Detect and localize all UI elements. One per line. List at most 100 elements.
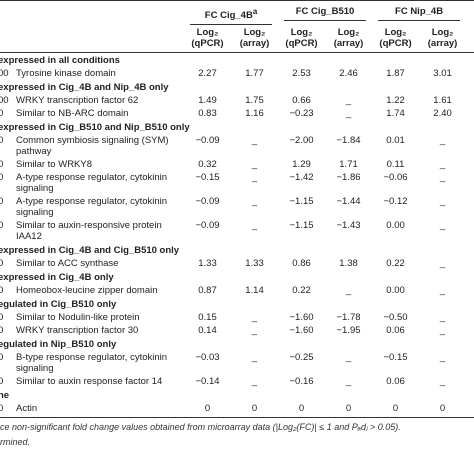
value-cell: _: [251, 220, 258, 232]
row-id: 0: [0, 312, 4, 324]
row-description: A-type response regulator, cytokinin sig…: [16, 196, 168, 219]
subheader: Log₂ (array): [419, 26, 467, 54]
row-id: 00: [0, 95, 9, 107]
row-description: A-type response regulator, cytokinin sig…: [16, 172, 168, 195]
value-cell: 1.36: [466, 94, 474, 107]
row-id: 0: [0, 196, 4, 208]
value-cell: −1.18: [466, 134, 474, 158]
header-cell: [0, 0, 14, 27]
data-row: 00 WRKY transcription factor 62 1.49 1.75 0.…: [0, 94, 474, 107]
value-cell: 1.14: [245, 285, 264, 297]
value-cell: 1.65: [466, 158, 474, 171]
section-title: expressed in Cig_4B and Cig_B510 only: [0, 245, 180, 257]
group-header: FC: [466, 0, 474, 27]
group-label-wrap: FC Nip_4B: [378, 6, 461, 21]
subheader-line: (array): [427, 38, 458, 50]
value-cell: 1.74: [386, 108, 405, 120]
value-cell: 0: [466, 402, 474, 419]
value-cell: −2.00: [289, 135, 314, 147]
value-cell: 0.00: [386, 285, 405, 297]
row-id: 0: [0, 325, 4, 337]
row-description: Similar to auxin response factor 14: [16, 376, 163, 388]
value-cell: 0: [325, 402, 373, 419]
value-cell: −0.09: [195, 135, 220, 147]
value-cell: _: [439, 285, 446, 297]
subheader: Log₂ (qPCR): [372, 26, 420, 54]
value-cell: −0.23: [289, 108, 314, 120]
data-row: 0 Similar to NB-ARC domain 0.83 1.16 −0.23 _ 1…: [0, 107, 474, 120]
footnote: ce non-significant fold change values ob…: [0, 422, 401, 433]
value-cell: _: [251, 376, 258, 388]
value-cell: −1.15: [289, 196, 314, 208]
value-cell: −0.09: [195, 196, 220, 208]
data-row: 0 Common symbiosis signaling (SYM) pathwa…: [0, 134, 474, 158]
data-row: 00 Tyrosine kinase domain 2.27 1.77 2.53 2.46…: [0, 67, 474, 80]
value-cell: 0.15: [198, 312, 217, 324]
section-row: egulated in Cig_B510 only: [0, 297, 474, 311]
value-cell: −1.15: [289, 220, 314, 232]
value-cell: 0.01: [386, 135, 405, 147]
row-id: 00: [0, 68, 9, 80]
value-cell: −1.78: [336, 312, 361, 324]
value-cell: −0.12: [383, 196, 408, 208]
subheader: Log₂ (qPCR): [184, 26, 231, 54]
data-row: 0 Homeobox-leucine zipper domain 0.87 1.14 0…: [0, 284, 474, 297]
value-cell: _: [251, 159, 258, 171]
value-cell: _: [345, 285, 352, 297]
subheader-line: (qPCR): [379, 38, 412, 50]
header-cell: [466, 26, 474, 54]
value-cell: nd: [466, 107, 474, 120]
value-cell: −0.14: [195, 376, 220, 388]
section-title: expressed in Cig_4B only: [0, 272, 114, 284]
value-cell: 2.53: [292, 68, 311, 80]
value-cell: 0.1: [466, 284, 474, 297]
value-cell: 0.22: [292, 285, 311, 297]
row-id: 0: [0, 220, 4, 232]
section-title: egulated in Cig_B510 only: [0, 299, 117, 311]
value-cell: 1.61: [433, 95, 452, 107]
value-cell: −1.95: [336, 325, 361, 337]
header-row: FC Cig_4Ba FC Cig_B510 FC Nip_4B FC: [0, 0, 474, 27]
row-description: B-type response regulator, cytokinin sig…: [16, 352, 168, 375]
value-cell: 0.83: [198, 108, 217, 120]
row-id: 0: [0, 352, 4, 364]
row-id: 0: [0, 108, 4, 120]
value-cell: _: [439, 196, 446, 208]
value-cell: 2.27: [198, 68, 217, 80]
value-cell: −0.03: [195, 352, 220, 364]
row-description: Tyrosine kinase domain: [16, 68, 116, 80]
data-row: 0 Similar to Nodulin-like protein 0.15 _ −1.…: [0, 311, 474, 324]
value-cell: −1.86: [336, 172, 361, 184]
value-cell: _: [345, 352, 352, 364]
row-description: Similar to WRKY8: [16, 159, 93, 171]
section-row: expressed in all conditions: [0, 53, 474, 68]
value-cell: 1.29: [292, 159, 311, 171]
section-title: ne: [0, 390, 10, 402]
value-cell: 1.33: [245, 258, 264, 270]
row-id: 0: [0, 376, 4, 388]
value-cell: _: [251, 352, 258, 364]
value-cell: 3.01: [433, 68, 452, 80]
data-row: 0 Similar to WRKY8 0.32 _ 1.29 1.71 0.11 _ 1.65: [0, 158, 474, 171]
value-cell: −1.43: [336, 220, 361, 232]
data-row: 0 A-type response regulator, cytokinin si…: [0, 171, 474, 195]
value-cell: −0.16: [289, 376, 314, 388]
header-cell: [14, 26, 184, 54]
section-row: egulated in Nip_B510 only: [0, 337, 474, 351]
value-cell: −0.06: [383, 172, 408, 184]
value-cell: −1.1: [466, 375, 474, 388]
value-cell: 1.75: [245, 95, 264, 107]
value-cell: _: [345, 376, 352, 388]
row-id: 0: [0, 159, 4, 171]
value-cell: −0.09: [195, 220, 220, 232]
subheader-line: Log₂: [337, 27, 360, 39]
row-description: Similar to NB-ARC domain: [16, 108, 129, 120]
value-cell: 0: [231, 402, 279, 419]
data-row: 0 Similar to ACC synthase 1.33 1.33 0.86 1.38…: [0, 257, 474, 270]
value-cell: _: [345, 95, 352, 107]
data-row: 0 Similar to auxin response factor 14 −0.1…: [0, 375, 474, 388]
row-description: Homeobox-leucine zipper domain: [16, 285, 158, 297]
subheader-line: Log₂: [196, 27, 219, 39]
row-id: 0: [0, 135, 4, 147]
row-description: Actin: [14, 402, 184, 419]
